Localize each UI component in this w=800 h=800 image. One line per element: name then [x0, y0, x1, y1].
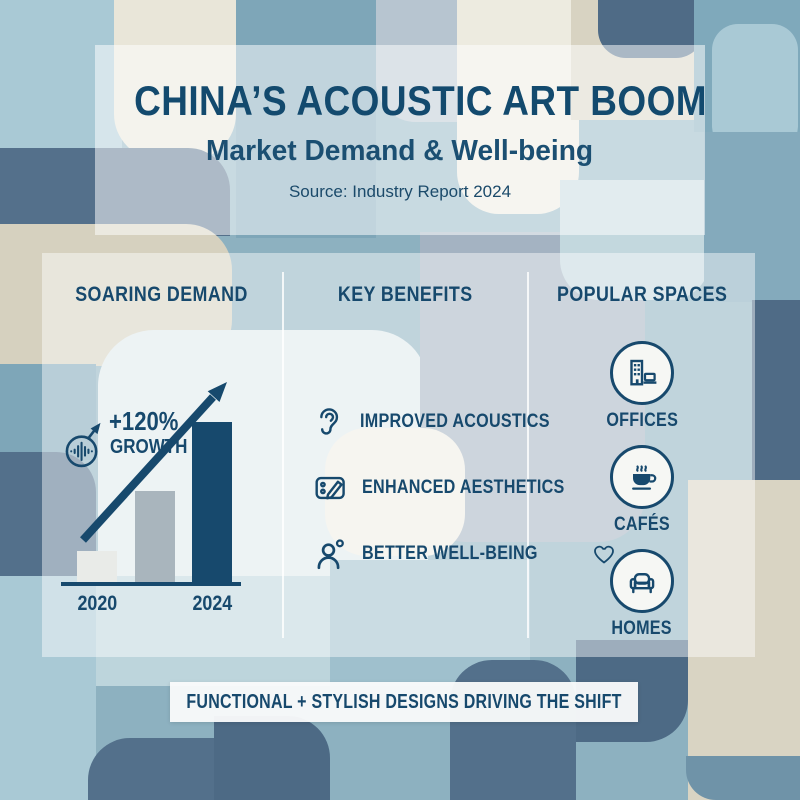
benefit-list: IMPROVED ACOUSTICS ENHANCED AESTHETICS [312, 403, 617, 573]
footer-banner-label: FUNCTIONAL + STYLISH DESIGNS DRIVING THE… [132, 691, 676, 714]
benefit-label: BETTER WELL-BEING [362, 543, 569, 565]
space-label-text: CAFÉS [613, 514, 671, 535]
sketchpad-icon [315, 476, 345, 500]
bar-middle [135, 491, 175, 582]
growth-bar-chart: +120% GROWTH 2020 2024 [53, 370, 263, 625]
section-heading-spaces-text: POPULAR SPACES [556, 283, 728, 306]
footer-banner: FUNCTIONAL + STYLISH DESIGNS DRIVING THE… [170, 682, 638, 722]
space-item-cafes: CAFÉS [609, 445, 675, 536]
x-tick-2024-text: 2024 [192, 592, 232, 615]
coffee-cup-icon [632, 465, 657, 490]
benefit-label-text: BETTER WELL-BEING [362, 543, 538, 564]
benefit-label: IMPROVED ACOUSTICS [360, 411, 583, 433]
space-label-text: OFFICES [606, 410, 678, 431]
trend-arrow-icon [80, 382, 227, 543]
background-shape [0, 364, 96, 460]
background-shape [686, 756, 800, 800]
soundwave-growth-icon [65, 422, 101, 468]
background-shape [0, 576, 96, 800]
space-label: HOMES [606, 618, 677, 640]
page-title-text: CHINA’S ACOUSTIC ART BOOM [134, 77, 707, 124]
benefit-label: ENHANCED AESTHETICS [362, 477, 600, 499]
space-item-homes: HOMES [606, 549, 677, 640]
background-shape [214, 716, 330, 800]
section-heading-spaces: POPULAR SPACES [529, 283, 755, 307]
space-label: OFFICES [600, 410, 684, 432]
background-shape [450, 660, 576, 800]
heart-icon [593, 545, 614, 564]
section-soaring-demand: SOARING DEMAND [42, 253, 282, 657]
background-shape [96, 576, 332, 686]
footer-banner-text: FUNCTIONAL + STYLISH DESIGNS DRIVING THE… [186, 690, 622, 713]
header: CHINA’S ACOUSTIC ART BOOM Market Demand … [95, 45, 707, 235]
background-shape [325, 428, 465, 556]
background-shape [704, 132, 800, 302]
bar-2024 [192, 422, 232, 582]
content-panel: SOARING DEMAND [42, 253, 755, 657]
space-label: CAFÉS [609, 514, 675, 536]
source-note: Source: Industry Report 2024 [288, 182, 512, 201]
armchair-icon [629, 573, 655, 594]
bar-2020 [77, 551, 117, 582]
growth-value-text: +120% [109, 406, 179, 436]
background-shape [88, 738, 216, 800]
space-item-offices: OFFICES [600, 341, 684, 432]
person-wellness-icon [317, 539, 344, 570]
growth-word-text: GROWTH [110, 436, 188, 458]
benefit-label-text: ENHANCED AESTHETICS [362, 477, 565, 498]
space-badge [610, 445, 674, 509]
background-shape [752, 300, 800, 484]
benefit-row-aesthetics: ENHANCED AESTHETICS [312, 469, 617, 507]
office-building-laptop-icon [630, 359, 657, 386]
section-heading-benefits: KEY BENEFITS [284, 283, 527, 307]
section-heading-demand: SOARING DEMAND [42, 283, 282, 307]
ear-icon [320, 408, 339, 435]
space-list: OFFICES [529, 341, 755, 640]
space-label-text: HOMES [611, 618, 673, 639]
benefit-label-text: IMPROVED ACOUSTICS [360, 411, 550, 432]
page-subtitle-text: Market Demand & Well-being [206, 135, 594, 167]
column-divider [527, 272, 529, 638]
background-shape [712, 24, 798, 152]
section-heading-demand-text: SOARING DEMAND [75, 283, 249, 306]
benefit-row-acoustics: IMPROVED ACOUSTICS [312, 403, 617, 441]
chart-x-axis [61, 582, 241, 586]
x-tick-2024: 2024 [172, 592, 252, 616]
growth-value: +120% [109, 406, 191, 437]
column-divider [282, 272, 284, 638]
x-tick-2020-text: 2020 [77, 592, 117, 615]
space-badge [610, 549, 674, 613]
growth-word: GROWTH [110, 436, 201, 459]
background-shape [688, 480, 800, 800]
page-subtitle: Market Demand & Well-being [95, 135, 705, 168]
benefit-row-wellbeing: BETTER WELL-BEING [312, 535, 617, 573]
section-heading-benefits-text: KEY BENEFITS [338, 283, 473, 306]
section-popular-spaces: POPULAR SPACES [529, 253, 755, 657]
space-badge [610, 341, 674, 405]
section-key-benefits: KEY BENEFITS IMPROVED ACOUSTICS [284, 253, 614, 657]
x-tick-2020: 2020 [57, 592, 137, 616]
page-title: CHINA’S ACOUSTIC ART BOOM [95, 77, 707, 125]
